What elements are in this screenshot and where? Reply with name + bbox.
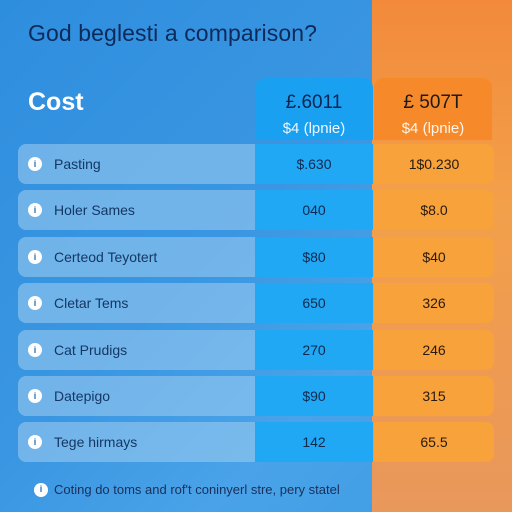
row-value-plan-1: $.630 — [255, 144, 373, 184]
row-value-plan-2: 315 — [374, 376, 494, 416]
row-label-cell: i Cletar Tems — [18, 283, 255, 323]
row-label-cell: i Cat Prudigs — [18, 330, 255, 370]
row-label-cell: i Datepigo — [18, 376, 255, 416]
page-title: God beglesti a comparison? — [28, 20, 317, 46]
footer-note: i Coting do toms and rof't coninyerl str… — [34, 482, 504, 497]
row-value-plan-1: 270 — [255, 330, 373, 370]
row-label-cell: i Tege hirmays — [18, 422, 255, 462]
cost-label: Cost — [28, 88, 84, 116]
footer-text: Coting do toms and rof't coninyerl stre,… — [54, 482, 340, 497]
row-value-plan-1: 650 — [255, 283, 373, 323]
row-value-plan-1: 142 — [255, 422, 373, 462]
table-row[interactable]: i Tege hirmays 142 65.5 — [18, 422, 494, 462]
table-row[interactable]: i Certeod Teyotert $80 $40 — [18, 237, 494, 277]
row-value-plan-2: $40 — [374, 237, 494, 277]
row-label: Certeod Teyotert — [54, 249, 158, 265]
table-row[interactable]: i Holer Sames 040 $8.0 — [18, 190, 494, 230]
plan-subtitle: $4 (lpnie) — [401, 120, 465, 137]
row-label: Datepigo — [54, 388, 111, 404]
row-value-plan-2: 326 — [374, 283, 494, 323]
table-row[interactable]: i Datepigo $90 315 — [18, 376, 494, 416]
info-icon: i — [28, 389, 42, 403]
plan-column-header-2[interactable]: £ 507T $4 (lpnie) — [374, 78, 492, 140]
plan-column-header-1[interactable]: £.6011 $4 (lpnie) — [255, 78, 373, 140]
row-value-plan-2: 1$0.230 — [374, 144, 494, 184]
row-label: Pasting — [54, 156, 101, 172]
info-icon: i — [28, 296, 42, 310]
info-icon: i — [28, 343, 42, 357]
table-row[interactable]: i Cletar Tems 650 326 — [18, 283, 494, 323]
info-icon: i — [28, 157, 42, 171]
plan-subtitle: $4 (lpnie) — [282, 120, 346, 137]
row-value-plan-2: 65.5 — [374, 422, 494, 462]
row-label-cell: i Pasting — [18, 144, 255, 184]
table-row[interactable]: i Pasting $.630 1$0.230 — [18, 144, 494, 184]
info-icon: i — [28, 203, 42, 217]
info-icon: i — [28, 435, 42, 449]
row-value-plan-2: 246 — [374, 330, 494, 370]
row-label: Cletar Tems — [54, 295, 129, 311]
table-row[interactable]: i Cat Prudigs 270 246 — [18, 330, 494, 370]
row-value-plan-1: $80 — [255, 237, 373, 277]
info-icon: i — [34, 482, 48, 497]
row-value-plan-2: $8.0 — [374, 190, 494, 230]
plan-price: £.6011 — [285, 92, 343, 113]
row-label-cell: i Certeod Teyotert — [18, 237, 255, 277]
row-value-plan-1: 040 — [255, 190, 373, 230]
row-label-cell: i Holer Sames — [18, 190, 255, 230]
row-value-plan-1: $90 — [255, 376, 373, 416]
info-icon: i — [28, 250, 42, 264]
row-label: Cat Prudigs — [54, 342, 128, 358]
row-label: Holer Sames — [54, 202, 135, 218]
row-label: Tege hirmays — [54, 434, 138, 450]
plan-price: £ 507T — [403, 92, 463, 113]
